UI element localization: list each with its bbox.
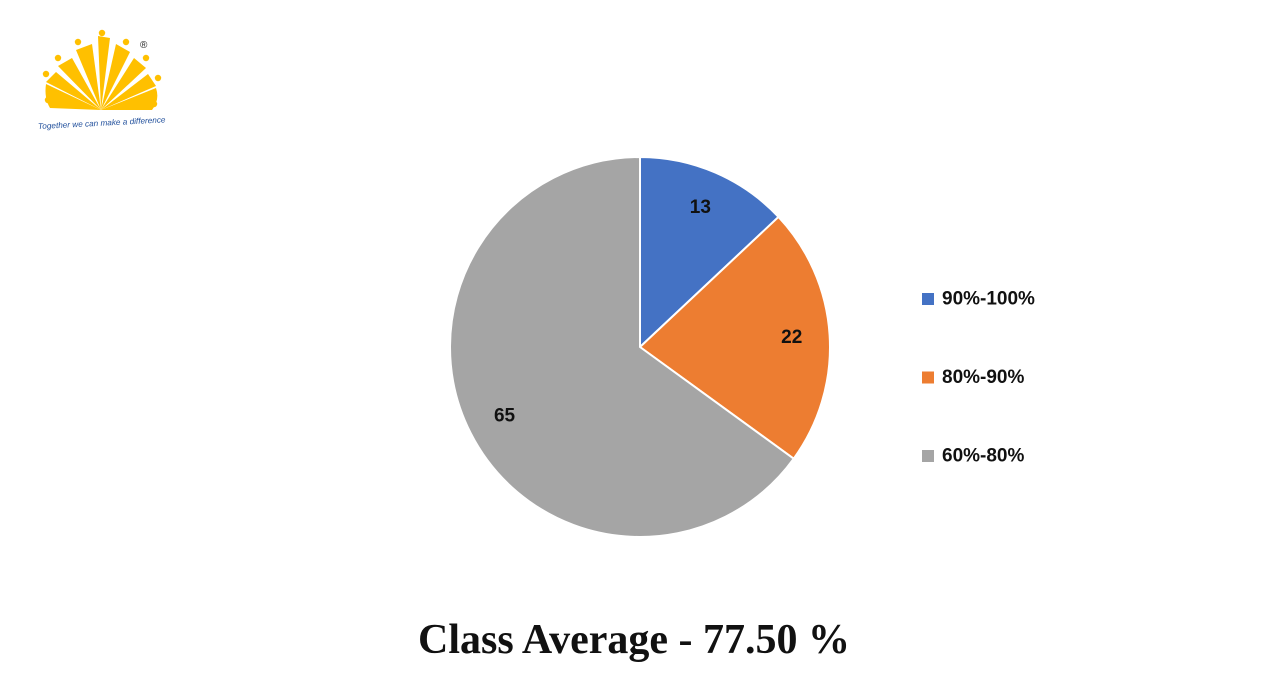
sunburst-logo-icon: ® Together we can make a difference	[38, 29, 166, 131]
pie-slice-80-90	[638, 215, 831, 461]
pie-slice-60-80	[449, 155, 796, 538]
pie-data-labels: 13 22 65	[494, 197, 802, 427]
legend-label-60-80: 60%-80%	[942, 446, 1024, 467]
pie-slice-90-100	[639, 155, 780, 350]
brand-logo: ® Together we can make a difference	[36, 28, 166, 132]
class-average-caption: Class Average - 77.50 %	[418, 617, 850, 663]
data-label-80-90: 22	[781, 327, 802, 348]
legend-swatch-80-90	[922, 371, 934, 384]
legend-item-80-90: 80%-90%	[922, 367, 1024, 388]
data-label-90-100: 13	[690, 197, 711, 218]
legend-swatch-90-100	[922, 293, 934, 305]
registered-mark: ®	[140, 40, 148, 51]
pie-slices	[449, 155, 831, 538]
data-label-60-80: 65	[494, 406, 516, 427]
legend-swatch-60-80	[922, 450, 934, 462]
legend-item-60-80: 60%-80%	[922, 446, 1024, 467]
legend-label-80-90: 80%-90%	[942, 367, 1024, 388]
chart-legend: 90%-100% 80%-90% 60%-80%	[922, 289, 1035, 467]
legend-label-90-100: 90%-100%	[942, 289, 1035, 310]
legend-item-90-100: 90%-100%	[922, 289, 1035, 310]
